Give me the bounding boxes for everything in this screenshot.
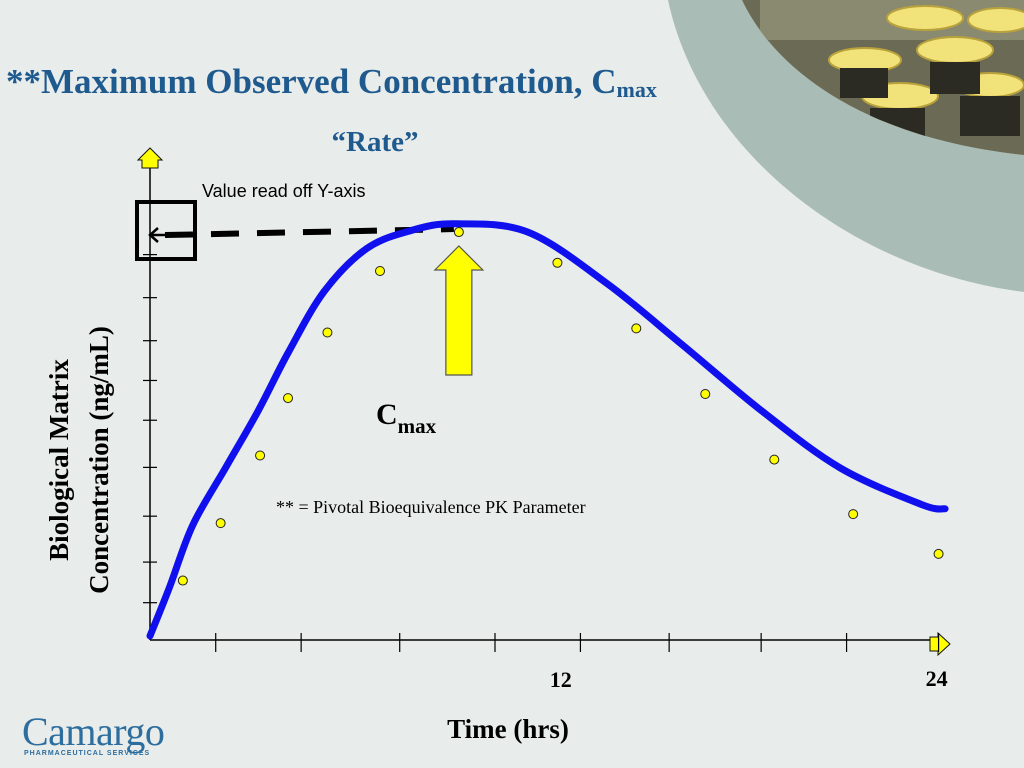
read-off-box bbox=[135, 200, 197, 261]
slide-subtitle: “Rate” bbox=[331, 126, 419, 158]
data-points bbox=[177, 227, 944, 586]
cmax-label: Cmax bbox=[376, 398, 437, 438]
data-point bbox=[552, 257, 563, 268]
title-subscript: max bbox=[616, 77, 657, 102]
value-read-off-label: Value read off Y-axis bbox=[202, 181, 365, 201]
data-point bbox=[283, 393, 293, 404]
chart-labels: 12 24 Time (hrs) Biological Matrix Concentra… bbox=[44, 181, 948, 744]
data-point bbox=[769, 454, 780, 465]
y-axis-title-line: Concentration (ng/mL) bbox=[84, 326, 114, 594]
data-point bbox=[453, 227, 464, 238]
x-axis-title: Time (hrs) bbox=[447, 714, 569, 744]
y-axis-title-line: Biological Matrix bbox=[44, 359, 74, 561]
data-point bbox=[255, 450, 266, 461]
data-point bbox=[933, 548, 944, 559]
left-arrow-icon bbox=[148, 227, 172, 243]
data-point bbox=[375, 266, 385, 276]
concentration-curve bbox=[146, 220, 949, 640]
cmax-up-arrow-icon bbox=[433, 245, 485, 376]
x-tick-label: 12 bbox=[550, 667, 572, 692]
data-point bbox=[700, 389, 711, 399]
camargo-logo: Camargo PHARMACEUTICAL SERVICES bbox=[22, 709, 165, 758]
slide-title: **Maximum Observed Concentration, Cmax bbox=[6, 62, 657, 102]
logo-tagline: PHARMACEUTICAL SERVICES bbox=[24, 750, 151, 757]
footnote: ** = Pivotal Bioequivalence PK Parameter bbox=[276, 497, 586, 517]
cmax-subscript: max bbox=[398, 414, 437, 438]
data-point bbox=[848, 509, 859, 520]
axes bbox=[136, 147, 951, 657]
data-point bbox=[631, 323, 642, 334]
x-tick-label: 24 bbox=[926, 666, 948, 691]
data-point bbox=[215, 518, 226, 529]
data-point bbox=[177, 575, 188, 586]
y-axis-title: Biological Matrix Concentration (ng/mL) bbox=[44, 326, 114, 594]
data-point bbox=[322, 327, 333, 338]
x-axis-arrow-icon bbox=[929, 631, 951, 657]
logo-wordmark: Camargo bbox=[22, 709, 165, 754]
y-axis-arrow-icon bbox=[136, 147, 164, 169]
tick-marks bbox=[143, 254, 940, 652]
